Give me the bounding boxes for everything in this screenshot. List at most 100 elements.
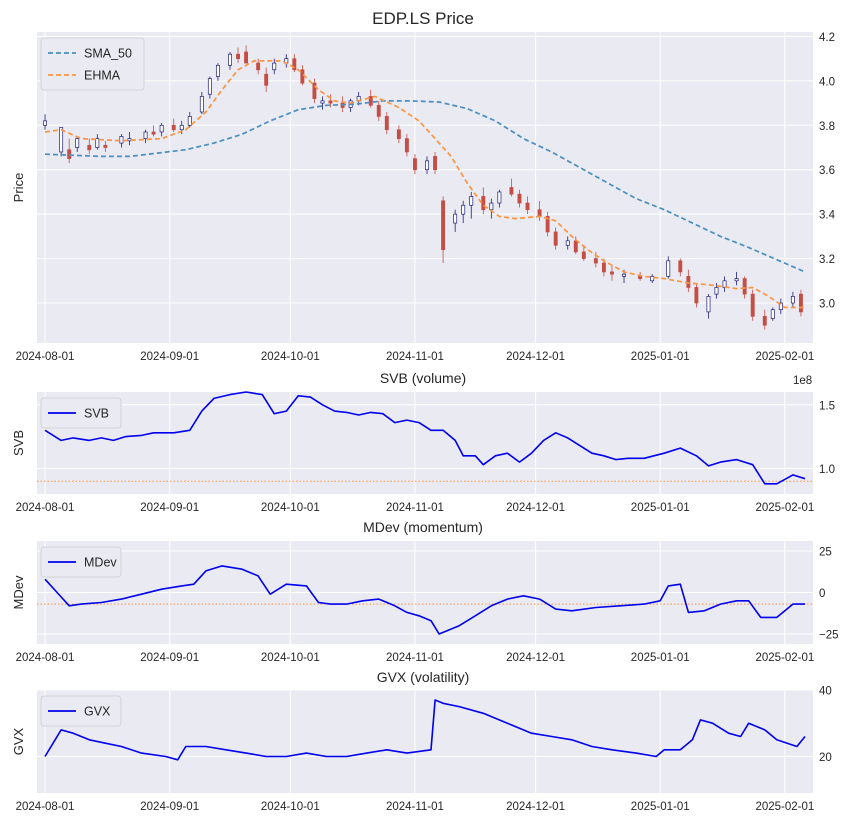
candle-body [127,138,132,142]
candle-body [750,293,755,317]
candle-body [722,280,727,288]
gvx-legend [40,695,122,727]
candle-body [497,191,502,204]
series-line-ehma [44,60,805,309]
price-panel: 2024-08-01 2024-09-01 2024-10-01 2024-11-01… [11,32,836,363]
candle-body [770,309,775,319]
legend-label: SVB [84,407,109,421]
legend-label: SMA_50 [84,47,132,61]
svb-legend [40,397,122,429]
candle-body [581,251,586,259]
gvx-plot-area [37,690,813,793]
svb-offset-label: 1e8 [793,375,812,387]
price-x-tick-label: 2024-11-01 [386,351,444,363]
candle-body [43,120,47,126]
mdev-x-tick-label: 2024-12-01 [506,652,565,664]
candle-body [798,293,803,313]
candle-body [489,202,494,211]
price-y-tick-label: 3.8 [819,121,835,133]
candle-body [179,124,184,131]
gvx-x-tick-label: 2024-08-01 [16,801,75,813]
candle-body [159,124,164,133]
candle-body [461,204,466,215]
svb-x-tick-label: 2024-11-01 [386,502,444,514]
mdev-x-tick-label: 2024-11-01 [386,652,444,664]
candle-body [207,78,212,95]
candle-body [292,58,297,71]
candle-body [264,73,269,86]
price-x-tick-label: 2024-10-01 [261,351,320,363]
candle-body [75,138,80,148]
candle-body [525,202,530,211]
figure-title: EDP.LS Price [372,9,474,28]
legend-label: MDev [84,556,117,570]
candle-body [87,144,92,151]
price-y-axis-label: Price [11,173,26,203]
series-line-svb [44,391,806,485]
candle-body [790,296,795,304]
candle-body [441,200,446,251]
candle-body [95,138,100,148]
candle-body [320,100,325,104]
candle-body [537,209,542,217]
candle-body [553,231,558,246]
candle-body [412,158,417,171]
candle-body [199,96,204,113]
candle-body [650,276,655,282]
svb-panel: 2024-08-01 2024-09-01 2024-10-01 2024-11-01… [11,370,835,514]
mdev-legend [40,546,122,578]
candle-body [714,287,719,295]
candle-body [103,144,108,148]
candle-body [694,287,699,304]
mdev-y-tick-label: 0 [819,588,825,600]
candle-body [622,273,626,277]
candle-body [312,82,317,99]
candle-body [143,131,148,139]
gvx-y-axis-label: GVX [11,727,26,755]
svb-y-tick-label: 1.0 [819,464,835,476]
candle-body [328,100,333,104]
candle-body [593,258,598,264]
candle-body [244,51,249,64]
gvx-y-tick-label: 40 [819,686,832,698]
mdev-x-tick-label: 2025-02-01 [755,652,814,664]
price-y-tick-label: 4.0 [819,76,835,88]
candle-body [215,64,220,77]
svb-x-tick-label: 2024-10-01 [261,502,320,514]
candle-body [601,262,606,273]
candle-body [368,96,373,106]
mdev-x-tick-label: 2024-09-01 [140,652,199,664]
gvx-title: GVX (volatility) [377,669,470,685]
gvx-y-tick-label: 20 [819,752,832,764]
candle-body [384,116,389,131]
candle-body [481,196,486,211]
candle-body [59,127,64,153]
price-y-tick-label: 3.6 [819,165,835,177]
svb-y-axis-label: SVB [11,430,26,456]
mdev-panel: 2024-08-01 2024-09-01 2024-10-01 2024-11-01… [11,519,839,664]
price-legend [40,37,145,91]
candle-body [236,53,240,60]
svb-title: SVB (volume) [380,370,466,386]
candle-body [256,62,261,71]
svb-x-tick-label: 2025-02-01 [755,502,814,514]
candle-body [376,104,381,117]
candle-body [762,315,767,326]
mdev-title: MDev (momentum) [363,519,483,535]
candle-body [742,278,747,295]
svb-plot-area [37,392,813,494]
candle-body [734,278,739,282]
candle-body [638,276,643,279]
mdev-y-axis-label: MDev [11,575,26,609]
price-plot-area [37,32,813,343]
series-line-gvx [44,699,806,761]
svb-x-tick-label: 2024-12-01 [506,502,565,514]
gvx-x-tick-label: 2025-02-01 [755,801,814,813]
candle-body [187,116,192,126]
candle-body [404,138,409,153]
mdev-y-tick-label: 25 [819,546,832,558]
price-x-tick-label: 2024-08-01 [16,351,75,363]
candle-body [678,260,683,273]
candle-body [453,213,458,224]
